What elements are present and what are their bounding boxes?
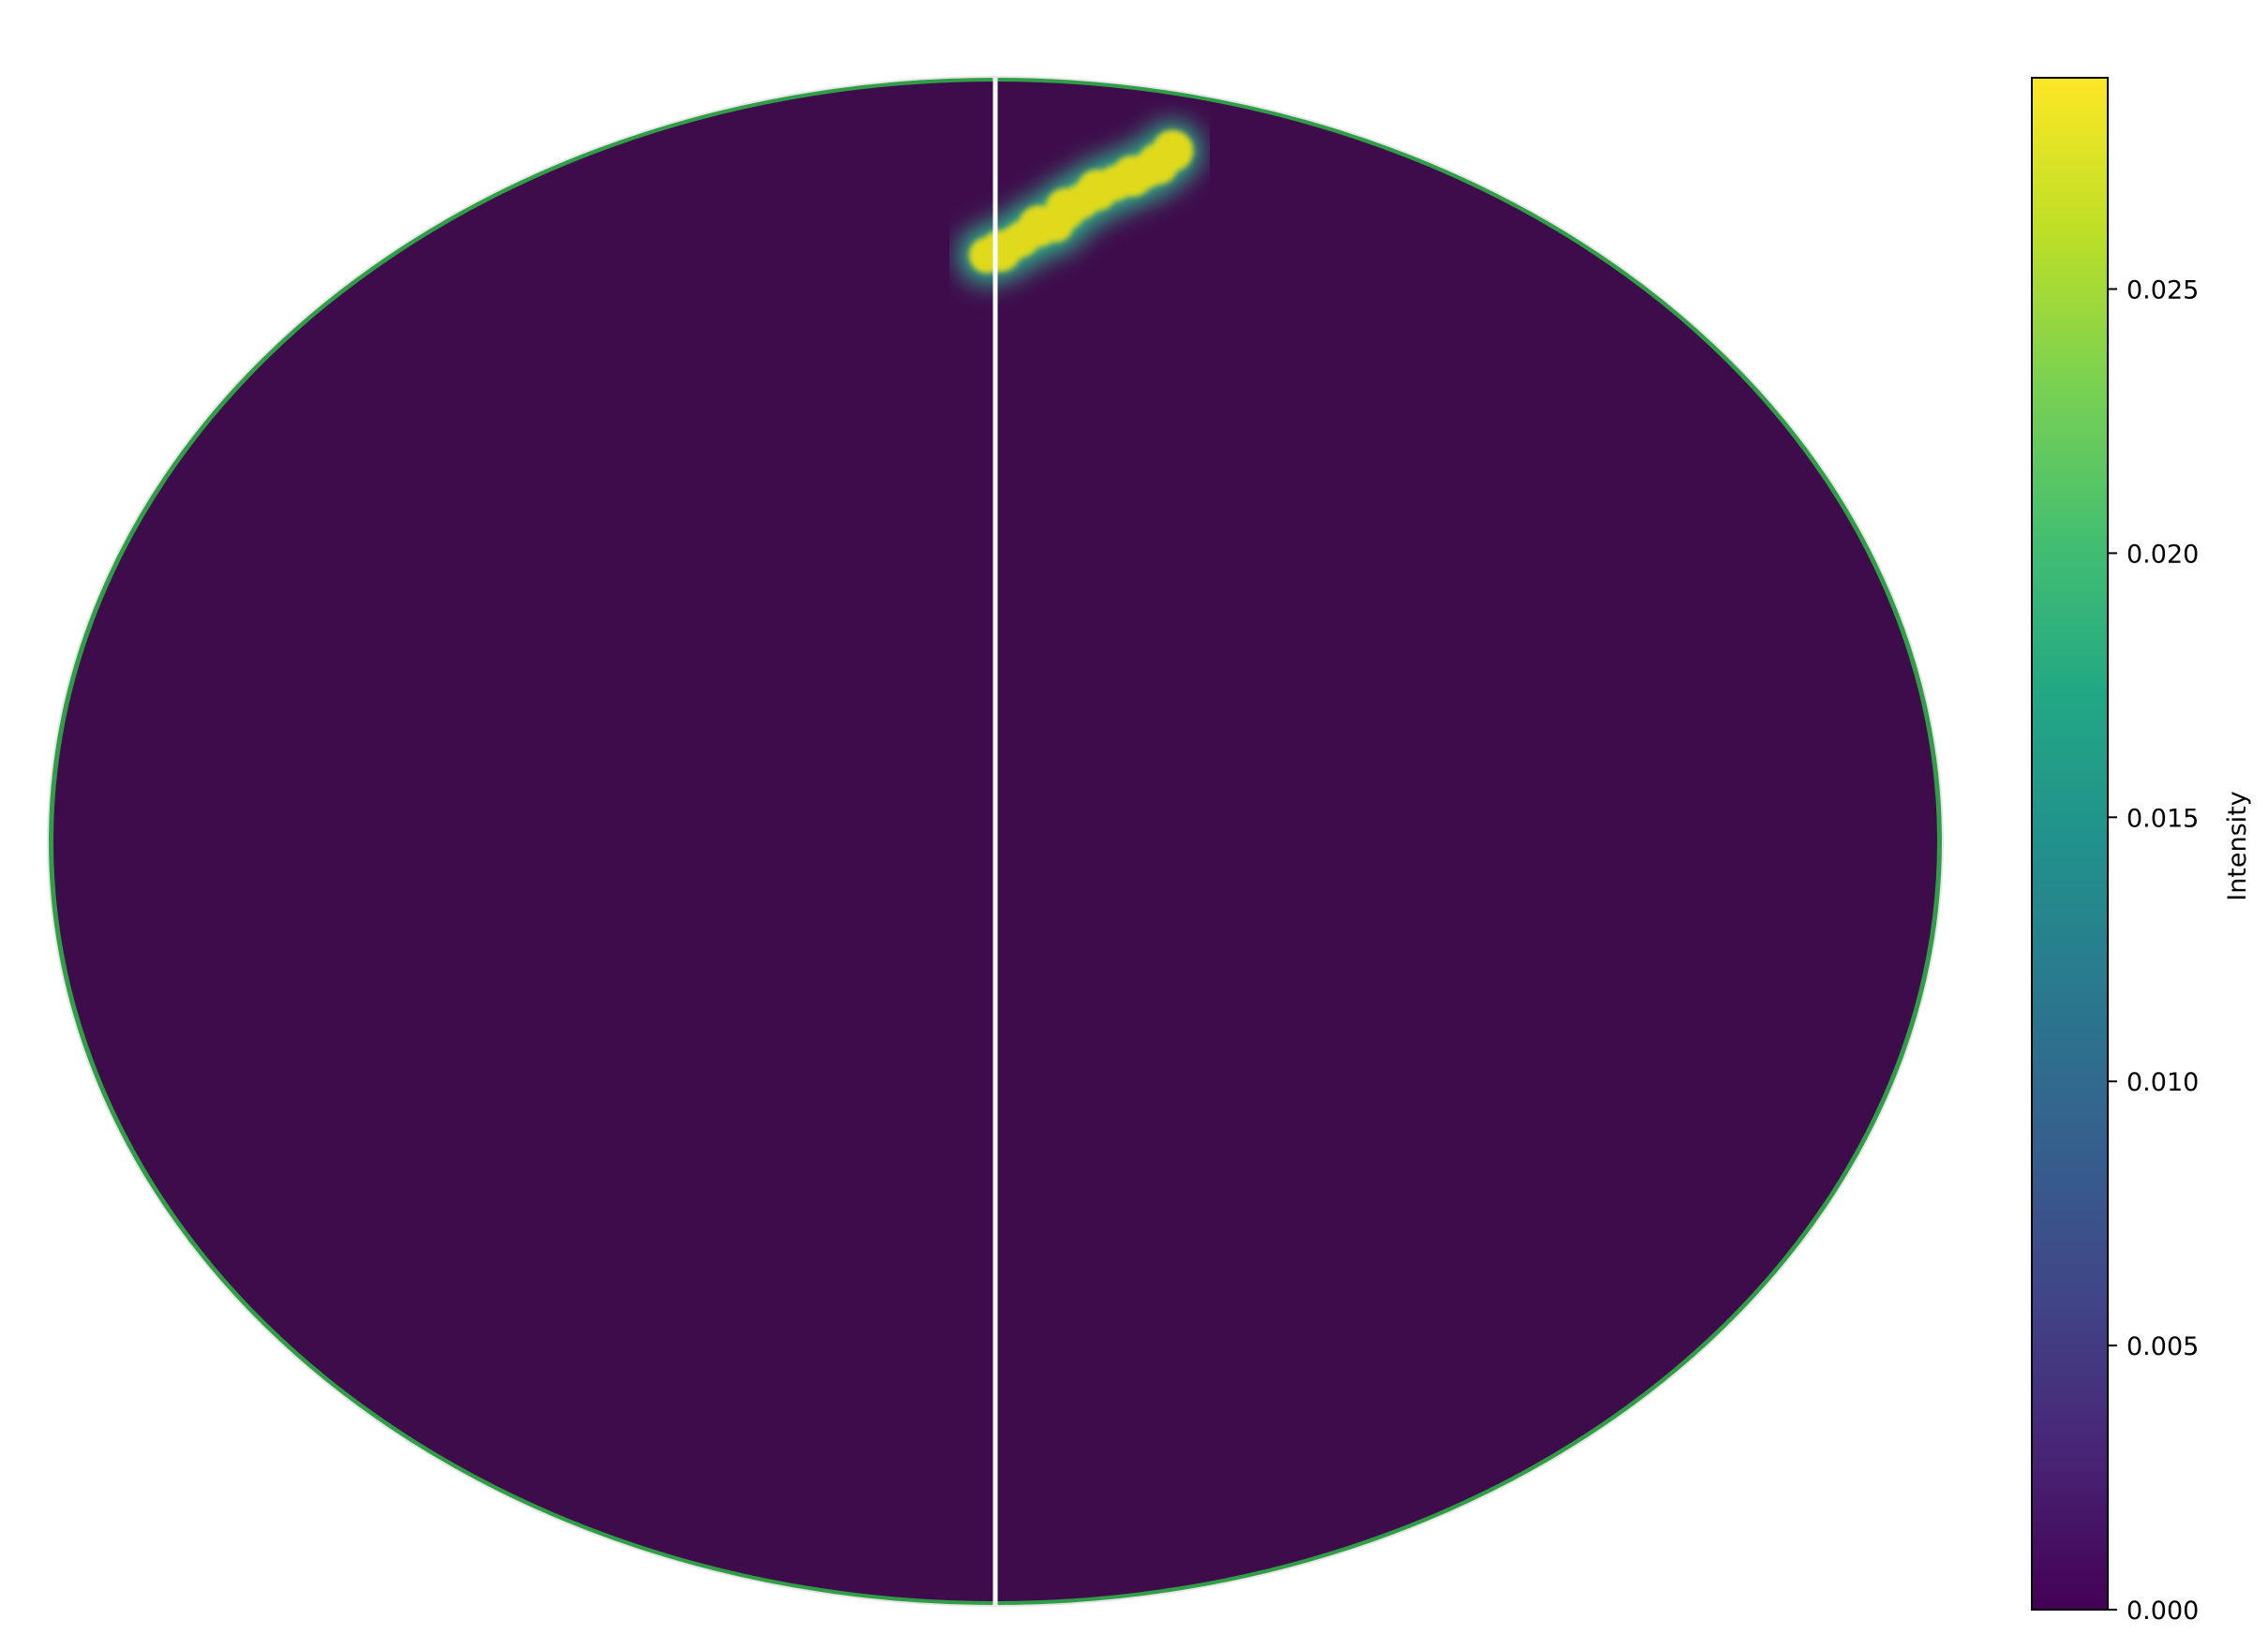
colorbar-tick-label: 0.015	[2126, 804, 2199, 833]
colorbar-tick-label: 0.000	[2126, 1597, 2199, 1626]
colorbar-frame	[2031, 77, 2109, 1611]
colorbar: 0.000 0.005 0.010 0.015 0.020 0.025 Intensity	[2031, 77, 2252, 1626]
colorbar-tick-label: 0.020	[2126, 540, 2199, 569]
intensity-track	[958, 121, 1202, 285]
colorbar-tick-label: 0.025	[2126, 276, 2199, 305]
colorbar-tick-label: 0.005	[2126, 1332, 2199, 1361]
colorbar-ticks: 0.000 0.005 0.010 0.015 0.020 0.025	[2108, 276, 2199, 1626]
track-core	[969, 129, 1194, 274]
colorbar-gradient	[2032, 78, 2108, 1610]
colorbar-label: Intensity	[2223, 791, 2252, 901]
map-area	[47, 76, 1944, 1607]
colorbar-tick-label: 0.010	[2126, 1068, 2199, 1097]
track-point	[1152, 129, 1194, 171]
